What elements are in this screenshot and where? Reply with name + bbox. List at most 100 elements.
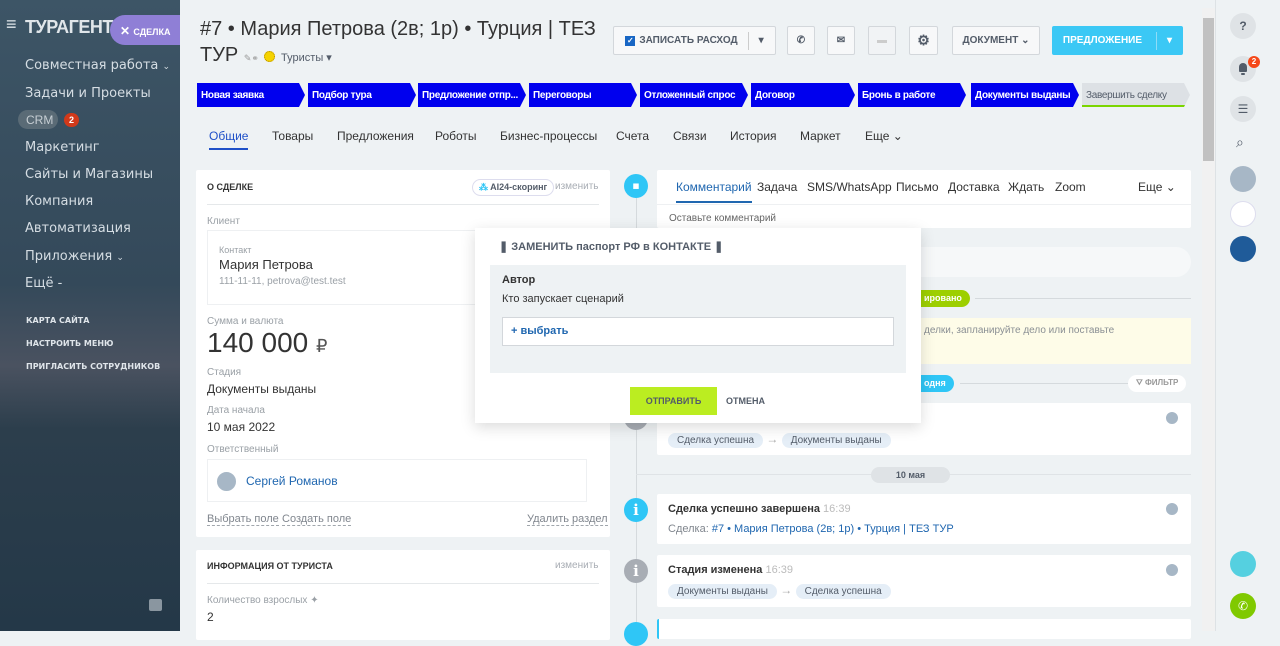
sidebar-item-more[interactable]: Ещё - — [25, 276, 63, 291]
edit-tourist-link[interactable]: изменить — [555, 560, 599, 571]
menu-icon[interactable]: ≡ — [6, 14, 17, 34]
crm-badge: 2 — [64, 113, 79, 127]
sidebar-item-tasks[interactable]: Задачи и Проекты — [25, 86, 151, 101]
stage-finish[interactable]: Завершить сделку — [1082, 83, 1190, 107]
today-badge: одня — [921, 375, 954, 392]
tl-tab-sms[interactable]: SMS/WhatsApp — [807, 180, 892, 194]
chat-list-icon[interactable]: ☰ — [1230, 96, 1256, 122]
tl-tab-delivery[interactable]: Доставка — [948, 180, 1000, 194]
sidebar-item-marketing[interactable]: Маркетинг — [25, 140, 100, 155]
sidebar: ≡ ТУРАГЕНТ ✕ СДЕЛКА Совместная работа ⌄ … — [0, 0, 180, 631]
stage-offer[interactable]: Предложение отпр... — [418, 83, 526, 107]
timeline-item: Сделка успешно завершена 16:39 Сделка: #… — [657, 494, 1191, 544]
scrollbar[interactable] — [1202, 8, 1215, 631]
tab-products[interactable]: Товары — [272, 129, 314, 143]
comment-input[interactable]: Оставьте комментарий — [669, 213, 777, 224]
logo[interactable]: ТУРАГЕНТ — [25, 17, 113, 37]
phone-icon: ✆ — [796, 35, 806, 46]
call-button[interactable]: ✆ — [787, 26, 815, 55]
tab-robots[interactable]: Роботы — [435, 129, 477, 143]
invite-link[interactable]: ПРИГЛАСИТЬ СОТРУДНИКОВ — [26, 362, 161, 371]
stage-booking[interactable]: Бронь в работе — [858, 83, 966, 107]
email-button[interactable]: ✉ — [827, 26, 855, 55]
tab-history[interactable]: История — [730, 129, 777, 143]
info-icon: i — [624, 498, 648, 522]
tl-tab-email[interactable]: Письмо — [896, 180, 939, 194]
stage-contract[interactable]: Договор — [751, 83, 855, 107]
tl-tab-zoom[interactable]: Zoom — [1055, 180, 1086, 194]
responsible-name[interactable]: Сергей Романов — [246, 474, 338, 488]
edit-deal-link[interactable]: изменить — [555, 181, 599, 192]
document-button[interactable]: ДОКУМЕНТ ⌄ — [952, 26, 1040, 55]
stage-negotiation[interactable]: Переговоры — [529, 83, 637, 107]
mobile-cloud-icon[interactable] — [1230, 551, 1256, 577]
tl-tab-more[interactable]: Еще ⌄ — [1138, 180, 1176, 194]
avatar — [1164, 562, 1180, 578]
offer-button[interactable]: ПРЕДЛОЖЕНИЕ ▾ — [1052, 26, 1183, 55]
send-button[interactable]: ОТПРАВИТЬ — [630, 387, 717, 415]
filter-button[interactable]: ⛛ ФИЛЬТР — [1128, 375, 1187, 392]
stage-docs-issued[interactable]: Документы выданы — [971, 83, 1079, 107]
tl-tab-task[interactable]: Задача — [757, 180, 798, 194]
group-chat-icon[interactable] — [1230, 236, 1256, 262]
page-title: #7 • Мария Петрова (2в; 1р) • Турция | Т… — [200, 18, 596, 66]
delete-section-link[interactable]: Удалить раздел — [527, 513, 608, 526]
select-author-button[interactable]: + выбрать — [502, 317, 894, 346]
tab-links[interactable]: Связи — [673, 129, 707, 143]
deal-close-tag[interactable]: ✕ СДЕЛКА — [110, 15, 180, 45]
stage-deferred[interactable]: Отложенный спрос — [640, 83, 748, 107]
record-expense-button[interactable]: ✓ ЗАПИСАТЬ РАСХОД ▾ — [613, 26, 776, 55]
settings-button[interactable]: ⚙ — [909, 26, 938, 55]
select-field-link[interactable]: Выбрать поле — [207, 513, 279, 526]
warning-icon: ❚ — [714, 241, 724, 253]
info-icon: i — [624, 559, 648, 583]
scoring-button[interactable]: ⁂ AI24-скоринг — [472, 179, 555, 196]
deal-heading: О СДЕЛКЕ — [207, 182, 254, 192]
configure-menu-link[interactable]: НАСТРОИТЬ МЕНЮ — [26, 339, 114, 348]
sidebar-item-crm[interactable]: CRM — [18, 110, 58, 129]
checkbox-icon: ✓ — [625, 35, 636, 46]
tl-tab-wait[interactable]: Ждать — [1008, 180, 1045, 194]
sidebar-item-company[interactable]: Компания — [25, 194, 94, 209]
tab-bp[interactable]: Бизнес-процессы — [500, 129, 598, 143]
contact-info: 111-11-11, petrova@test.test — [219, 276, 346, 287]
tab-invoices[interactable]: Счета — [616, 129, 650, 143]
responsible-block: Сергей Романов — [207, 459, 587, 502]
link-icon[interactable]: ⚭ — [251, 53, 259, 63]
timeline-editor: Комментарий Задача SMS/WhatsApp Письмо Д… — [657, 170, 1191, 228]
avatar[interactable] — [1230, 201, 1256, 227]
avatar[interactable] — [1230, 166, 1256, 192]
gear-icon: ⚙ — [917, 32, 930, 48]
close-icon: ✕ — [120, 24, 134, 38]
comment-icon: ▪ — [624, 174, 648, 198]
stage-selection[interactable]: Подбор тура — [308, 83, 416, 107]
sidebar-item-automation[interactable]: Автоматизация — [25, 221, 131, 236]
mail-icon: ✉ — [836, 35, 846, 46]
edit-icon[interactable]: ✎ — [243, 53, 252, 63]
stage-new[interactable]: Новая заявка — [197, 83, 305, 107]
deal-link[interactable]: #7 • Мария Петрова (2в; 1р) • Турция | Т… — [711, 523, 954, 535]
tab-market[interactable]: Маркет — [800, 129, 841, 143]
tl-tab-comment[interactable]: Комментарий — [676, 180, 752, 203]
search-icon[interactable]: ⌕ — [1236, 134, 1244, 150]
phone-icon[interactable]: ✆ — [1230, 593, 1256, 619]
avatar — [215, 470, 238, 493]
tab-more[interactable]: Еще ⌄ — [865, 129, 903, 143]
timeline-item: Сделка успешна → Документы выданы — [657, 403, 1191, 455]
sidebar-item-collab[interactable]: Совместная работа ⌄ — [25, 58, 171, 73]
sidebar-item-apps[interactable]: Приложения ⌄ — [25, 249, 124, 264]
chat-button[interactable]: ▬ — [868, 26, 896, 55]
tab-general[interactable]: Общие — [209, 129, 249, 150]
sitemap-link[interactable]: КАРТА САЙТА — [26, 316, 90, 325]
cancel-button[interactable]: ОТМЕНА — [726, 396, 765, 406]
client-label: Клиент — [207, 216, 240, 227]
warning-icon: ❚ — [499, 241, 509, 253]
hint-box: делки, запланируйте дело или поставьте — [921, 318, 1191, 364]
category-select[interactable]: Туристы ▾ — [281, 52, 332, 64]
sidebar-item-sites[interactable]: Сайты и Магазины — [25, 167, 154, 182]
print-icon[interactable] — [149, 599, 162, 611]
create-field-link[interactable]: Создать поле — [282, 513, 352, 526]
tab-offers[interactable]: Предложения — [337, 129, 414, 143]
contact-name[interactable]: Мария Петрова — [219, 257, 313, 272]
help-icon[interactable]: ? — [1230, 13, 1256, 39]
